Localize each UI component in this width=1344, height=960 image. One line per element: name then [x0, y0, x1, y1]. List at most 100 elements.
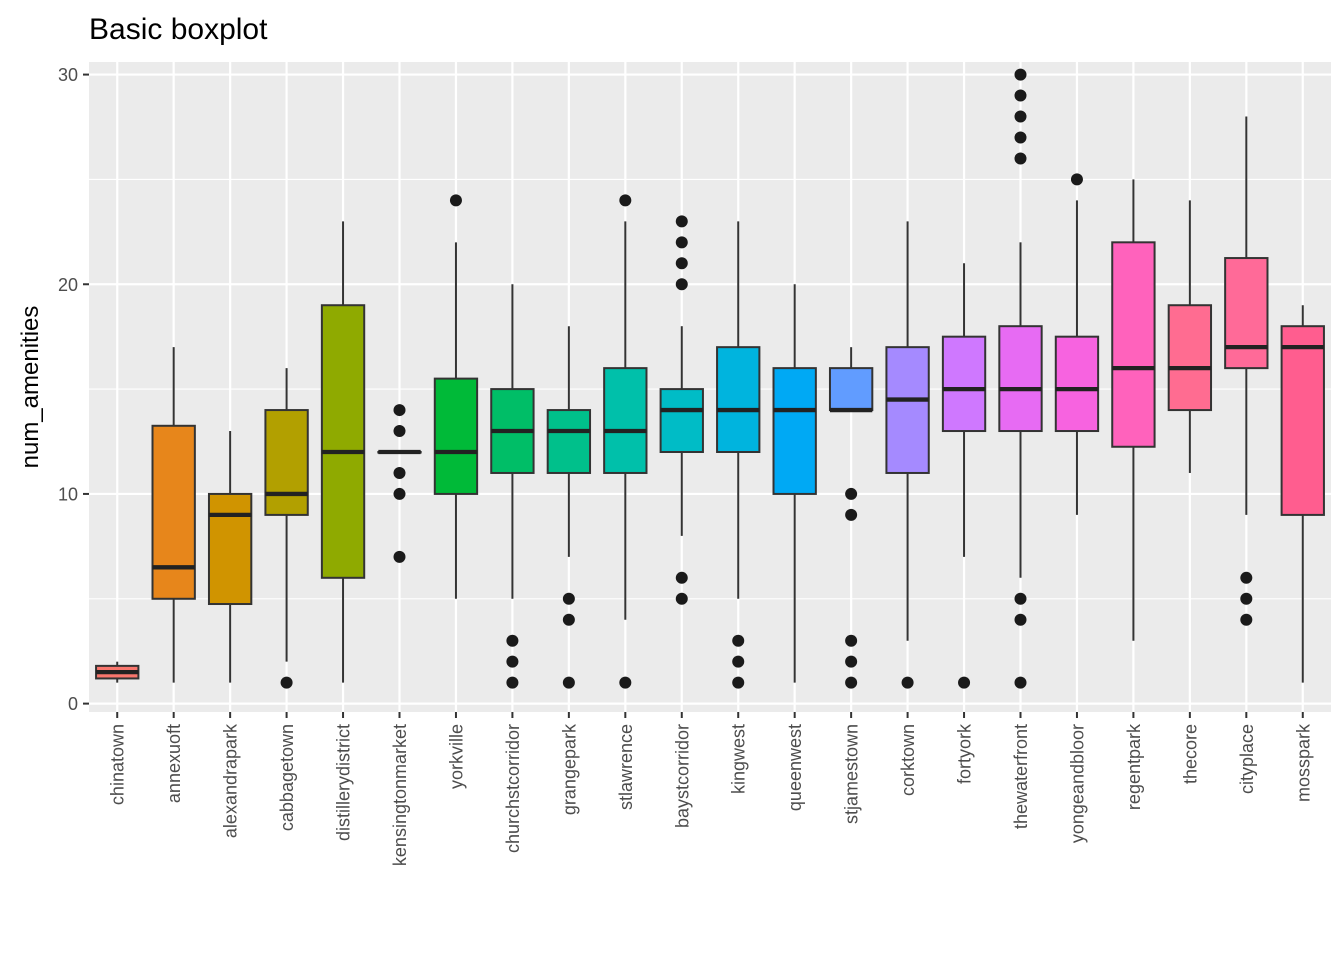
- x-tick-label-fortyork: fortyork: [955, 723, 975, 784]
- outlier-point: [449, 194, 462, 207]
- box-body: [1054, 335, 1100, 433]
- outlier-point: [1014, 89, 1027, 102]
- outlier-point: [732, 676, 745, 689]
- box-body: [1167, 304, 1213, 412]
- box-churchstcorridor: [490, 284, 535, 689]
- outlier-point: [901, 676, 914, 689]
- outlier-point: [1240, 571, 1253, 584]
- box-body: [1224, 257, 1269, 370]
- outlier-point: [393, 550, 406, 563]
- outlier-point: [732, 634, 745, 647]
- x-tick-label-cabbagetown: cabbagetown: [277, 724, 297, 831]
- outlier-point: [1240, 592, 1253, 605]
- box-fortyork: [941, 263, 987, 689]
- outlier-point: [393, 404, 406, 417]
- box-kensingtonmarket: [377, 404, 422, 563]
- x-tick-label-grangepark: grangepark: [559, 723, 579, 815]
- outlier-point: [845, 676, 858, 689]
- outlier-point: [1070, 173, 1083, 186]
- box-corktown: [885, 221, 930, 689]
- box-body: [659, 388, 704, 453]
- x-tick-label-yorkville: yorkville: [446, 724, 466, 789]
- box-body: [320, 304, 366, 579]
- box-body: [603, 367, 648, 474]
- x-tick-label-baystcorridor: baystcorridor: [672, 724, 692, 828]
- outlier-point: [1014, 592, 1027, 605]
- outlier-point: [675, 592, 688, 605]
- x-axis: chinatown annexuoft alexandrapark cabbageto…: [108, 712, 1313, 866]
- x-tick-label-annexuoft: annexuoft: [164, 724, 184, 803]
- outlier-point: [845, 508, 858, 521]
- outlier-point: [506, 676, 519, 689]
- box-body: [716, 346, 761, 453]
- x-tick-label-kingwest: kingwest: [729, 724, 749, 794]
- outlier-point: [1240, 613, 1253, 626]
- outlier-point: [675, 571, 688, 584]
- x-tick-label-thecore: thecore: [1180, 724, 1200, 784]
- box-baystcorridor: [659, 215, 704, 605]
- outlier-point: [1014, 110, 1027, 123]
- outlier-point: [619, 676, 632, 689]
- x-tick-label-mosspark: mosspark: [1293, 723, 1313, 802]
- box-body: [207, 492, 253, 606]
- x-tick-label-thewaterfront: thewaterfront: [1011, 724, 1031, 829]
- outlier-point: [1014, 68, 1027, 81]
- outlier-point: [562, 592, 575, 605]
- outlier-point: [1014, 676, 1027, 689]
- outlier-point: [280, 676, 293, 689]
- box-yorkville: [433, 194, 479, 599]
- outlier-point: [675, 215, 688, 228]
- box-annexuoft: [151, 347, 196, 683]
- outlier-point: [393, 425, 406, 438]
- outlier-point: [845, 655, 858, 668]
- chart-title: Basic boxplot: [89, 13, 268, 46]
- outlier-point: [845, 487, 858, 500]
- box-queenwest: [772, 284, 817, 683]
- x-tick-label-stlawrence: stlawrence: [616, 724, 636, 810]
- box-chinatown: [95, 661, 140, 683]
- outlier-point: [393, 466, 406, 479]
- box-stjamestown: [828, 347, 874, 689]
- outlier-point: [506, 655, 519, 668]
- x-tick-label-kensingtonmarket: kensingtonmarket: [390, 724, 410, 866]
- box-stlawrence: [603, 194, 648, 689]
- box-cityplace: [1224, 116, 1269, 626]
- outlier-point: [393, 487, 406, 500]
- x-tick-label-queenwest: queenwest: [785, 724, 805, 811]
- x-tick-label-churchstcorridor: churchstcorridor: [503, 724, 523, 853]
- y-tick-label: 20: [58, 275, 78, 295]
- y-axis-label: num_amenities: [17, 306, 44, 469]
- box-body: [1280, 325, 1325, 516]
- outlier-point: [1014, 131, 1027, 144]
- outlier-point: [845, 634, 858, 647]
- box-distillerydistrict: [320, 221, 366, 683]
- outlier-point: [958, 676, 971, 689]
- box-body: [885, 346, 930, 474]
- box-regentpark: [1111, 179, 1156, 641]
- x-tick-label-distillerydistrict: distillerydistrict: [334, 724, 354, 841]
- box-cabbagetown: [264, 368, 309, 689]
- box-body: [998, 325, 1043, 433]
- outlier-point: [1014, 613, 1027, 626]
- y-tick-label: 0: [68, 694, 78, 714]
- box-body: [941, 335, 987, 433]
- box-body: [546, 409, 592, 474]
- box-kingwest: [716, 221, 761, 689]
- box-body: [264, 409, 309, 516]
- box-grangepark: [546, 326, 592, 689]
- x-tick-label-alexandrapark: alexandrapark: [221, 723, 241, 838]
- outlier-point: [675, 257, 688, 270]
- x-tick-label-chinatown: chinatown: [108, 724, 128, 805]
- outlier-point: [1014, 152, 1027, 165]
- y-tick-label: 10: [58, 484, 78, 504]
- y-axis: 0 10 20 30: [58, 65, 89, 714]
- x-tick-label-stjamestown: stjamestown: [842, 724, 862, 824]
- box-yongeandbloor: [1054, 173, 1100, 515]
- box-thewaterfront: [998, 68, 1043, 689]
- boxes-layer: [95, 68, 1325, 689]
- x-tick-label-yongeandbloor: yongeandbloor: [1067, 724, 1087, 843]
- box-mosspark: [1280, 305, 1325, 683]
- outlier-point: [562, 613, 575, 626]
- x-tick-label-corktown: corktown: [898, 724, 918, 796]
